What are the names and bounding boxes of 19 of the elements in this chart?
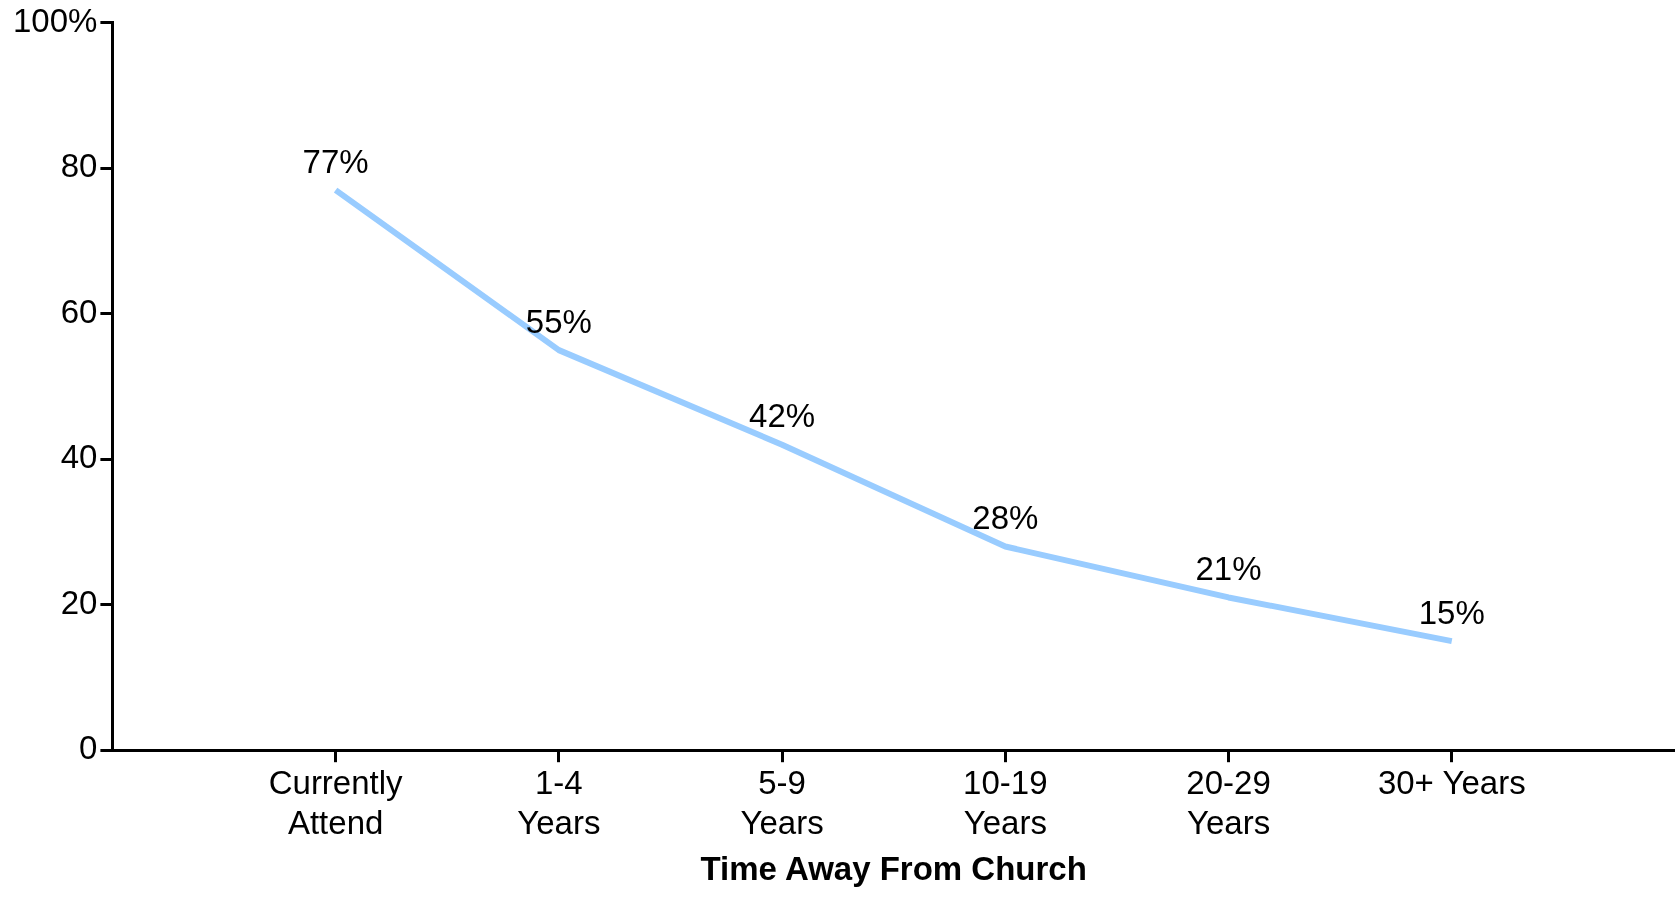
data-label: 28% (972, 499, 1039, 537)
x-tick-label: Currently Attend (268, 764, 404, 841)
y-tick-label: 0 (79, 729, 98, 767)
data-label: 77% (302, 142, 369, 180)
data-label: 21% (1195, 550, 1262, 588)
data-label: 55% (525, 302, 592, 340)
data-label: 42% (749, 397, 816, 435)
y-tick-label: 40 (60, 438, 98, 476)
x-tick-label: 5-9 Years (740, 764, 824, 841)
y-tick-label: 80 (60, 147, 98, 185)
y-tick-label: 20 (60, 583, 98, 621)
x-tick-label: 10-19 Years (963, 764, 1048, 841)
y-tick-label: 100% (13, 1, 98, 39)
x-tick-label: 1-4 Years (517, 764, 601, 841)
x-axis-title: Time Away From Church (700, 850, 1087, 888)
x-tick-label: 20-29 Years (1186, 764, 1271, 841)
x-tick-label: 30+ Years (1377, 764, 1526, 802)
y-tick-label: 60 (60, 292, 98, 330)
data-label: 15% (1418, 593, 1485, 631)
